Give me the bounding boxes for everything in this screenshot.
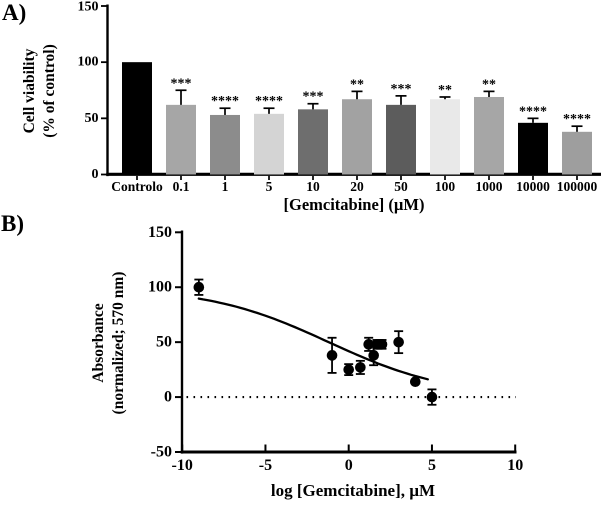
bar (386, 104, 416, 175)
bar (342, 99, 372, 175)
bar (474, 96, 504, 175)
panel-a-x-tick-label: 1000 (476, 179, 503, 194)
fit-curve (197, 297, 429, 381)
panel-a-y-axis-title-line2: (% of control) (41, 44, 58, 138)
bar (298, 109, 328, 175)
panel-b-x-tick-label: 5 (428, 457, 436, 474)
panel-b-y-tick-label: -50 (151, 444, 172, 461)
panel-b-y-tick-label: 0 (164, 389, 172, 406)
bar (518, 122, 548, 175)
panel-a-x-tick-label: 0.1 (173, 179, 190, 194)
scatter-point (410, 376, 421, 387)
scatter-point (426, 391, 438, 403)
panel-b-label: B) (1, 211, 24, 236)
panel-a-bar-chart: 050100150Controlo***0.1****1****5***10**… (78, 0, 601, 194)
panel-b-y-axis-title-line2: (normalized; 570 nm) (110, 271, 127, 415)
scatter-point (355, 362, 366, 373)
panel-b-x-tick-label: 10 (507, 457, 523, 474)
significance-stars: ** (438, 83, 452, 98)
bar (122, 62, 152, 175)
panel-a-x-tick-label: Controlo (111, 179, 163, 194)
panel-a-y-tick-label: 50 (85, 111, 99, 126)
scatter-point (326, 350, 338, 361)
significance-stars: *** (391, 82, 412, 97)
scatter-point (368, 350, 379, 361)
panel-a-x-tick-label: 5 (266, 179, 273, 194)
panel-b-x-tick-label: -10 (172, 457, 193, 474)
scatter-point (193, 281, 205, 293)
panel-a-x-tick-label: 50 (394, 179, 408, 194)
bar (166, 104, 196, 175)
scatter-point (376, 339, 388, 350)
significance-stars: *** (171, 76, 192, 91)
significance-stars: ** (350, 77, 364, 92)
significance-stars: ** (482, 77, 496, 92)
panel-a-x-axis-title: [Gemcitabine] (µM) (283, 195, 425, 214)
panel-b-x-tick-label: -5 (259, 457, 272, 474)
scatter-point (363, 339, 374, 350)
significance-stars: **** (519, 104, 547, 119)
panel-a-label: A) (2, 0, 27, 25)
panel-a-x-tick-label: 1 (222, 179, 229, 194)
panel-a-y-axis-title-line1: Cell viability (21, 48, 38, 134)
panel-a-y-tick-label: 100 (78, 55, 99, 70)
panel-b-y-tick-label: 100 (148, 279, 172, 296)
panel-a-x-tick-label: 100000 (557, 179, 598, 194)
panel-b-x-axis-title: log [Gemcitabine], µM (270, 481, 436, 500)
bar (430, 99, 460, 175)
panel-a-x-tick-label: 100 (435, 179, 456, 194)
significance-stars: **** (211, 94, 239, 109)
scatter-point (393, 336, 404, 348)
panel-a-y-tick-label: 150 (78, 0, 99, 15)
significance-stars: **** (255, 94, 283, 109)
panel-a-x-tick-label: 10000 (516, 179, 550, 194)
significance-stars: *** (303, 90, 324, 105)
panel-b-y-axis-title-line1: Absorbance (90, 303, 107, 383)
panel-b-y-tick-label: 50 (156, 334, 172, 351)
panel-a-x-tick-label: 10 (306, 179, 320, 194)
bar (210, 114, 240, 175)
panel-a-x-tick-label: 20 (350, 179, 364, 194)
significance-stars: **** (563, 112, 591, 127)
bar (562, 131, 592, 175)
panel-a-y-tick-label: 0 (92, 167, 99, 182)
panel-b-y-axis-title: Absorbance (normalized; 570 nm) (89, 231, 131, 455)
scatter-point (343, 364, 355, 375)
panel-b-y-tick-label: 150 (148, 224, 172, 241)
panel-a-y-axis-title: Cell viability (% of control) (20, 1, 62, 181)
panel-b-x-tick-label: 0 (345, 457, 353, 474)
bar (254, 113, 284, 175)
